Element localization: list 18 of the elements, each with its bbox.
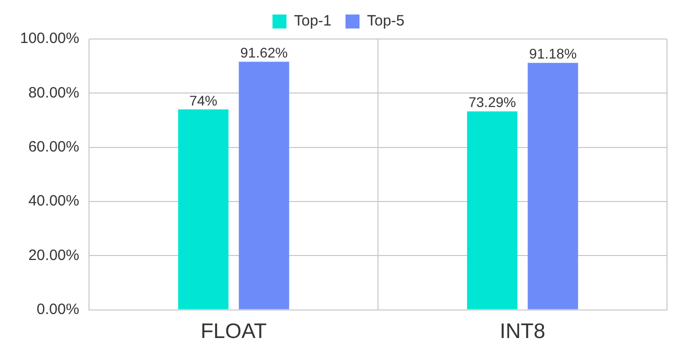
bar	[467, 111, 518, 310]
bar	[528, 62, 578, 310]
y-tick-label: 20.00%	[28, 246, 80, 264]
y-tick-label: 80.00%	[28, 84, 80, 102]
y-tick-label: 100.00%	[20, 30, 80, 48]
data-label: 73.29%	[468, 94, 516, 110]
legend-label: Top-1	[294, 12, 332, 30]
bar	[238, 62, 290, 310]
data-label: 91.62%	[240, 44, 288, 61]
legend-label: Top-5	[367, 12, 405, 30]
x-tick-label: FLOAT	[200, 320, 267, 344]
y-tick-label: 0.00%	[36, 300, 80, 318]
y-tick-label: 40.00%	[28, 192, 80, 210]
x-tick-label: INT8	[500, 320, 546, 344]
data-label: 91.18%	[529, 46, 577, 62]
bar	[178, 109, 229, 310]
data-label: 74%	[189, 92, 218, 108]
y-tick-label: 60.00%	[28, 138, 80, 156]
